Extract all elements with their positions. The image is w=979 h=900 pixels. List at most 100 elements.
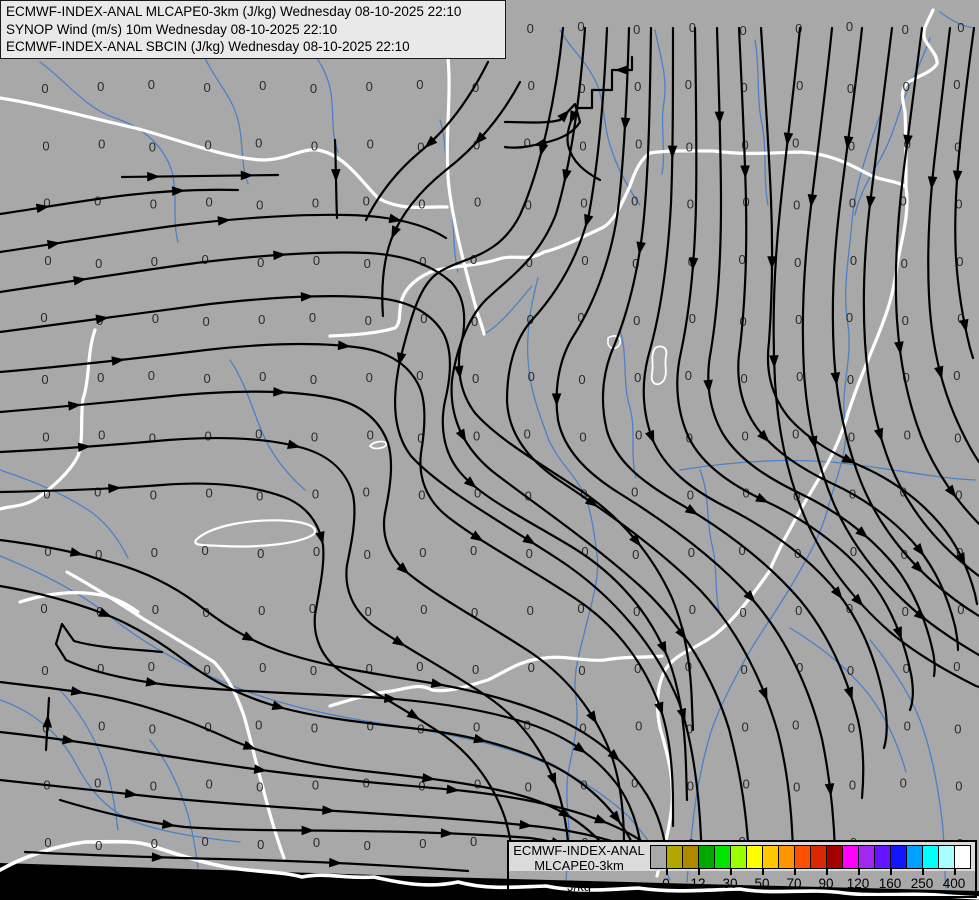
river-path bbox=[559, 29, 641, 206]
wind-streamline bbox=[23, 850, 470, 873]
wind-streamline bbox=[862, 26, 979, 578]
station-value-label: 0 bbox=[527, 603, 534, 618]
wind-arrowhead bbox=[656, 640, 667, 655]
station-value-label: 0 bbox=[957, 20, 964, 35]
wind-arrowhead bbox=[614, 65, 628, 75]
station-value-label: 0 bbox=[526, 546, 533, 561]
wind-arrowhead bbox=[684, 504, 699, 515]
wind-arrowhead bbox=[740, 165, 750, 179]
station-value-label: 0 bbox=[846, 310, 853, 325]
wind-arrowhead bbox=[111, 356, 125, 366]
wind-arrowhead bbox=[645, 429, 655, 444]
wind-arrowhead bbox=[384, 693, 398, 703]
country-border-path bbox=[650, 345, 668, 386]
wind-arrowhead bbox=[240, 170, 254, 181]
station-value-label: 0 bbox=[474, 486, 481, 501]
river-path bbox=[483, 285, 533, 335]
station-value-label: 0 bbox=[904, 427, 911, 442]
color-swatch bbox=[666, 845, 683, 869]
wind-arrowhead bbox=[824, 783, 835, 797]
station-value-label: 0 bbox=[848, 720, 855, 735]
station-value-label: 0 bbox=[741, 428, 748, 443]
station-value-label: 0 bbox=[202, 605, 209, 620]
scale-tick bbox=[954, 869, 956, 875]
station-value-label: 0 bbox=[40, 310, 47, 325]
station-value-label: 0 bbox=[954, 430, 961, 445]
station-value-label: 0 bbox=[741, 719, 748, 734]
station-value-label: 0 bbox=[634, 79, 641, 94]
station-value-label: 0 bbox=[257, 255, 264, 270]
color-swatch bbox=[922, 845, 939, 869]
wind-arrowhead bbox=[388, 213, 403, 224]
station-value-label: 0 bbox=[901, 547, 908, 562]
station-value-label: 0 bbox=[524, 426, 531, 441]
color-swatch bbox=[714, 845, 731, 869]
station-value-label: 0 bbox=[470, 543, 477, 558]
wind-arrowhead bbox=[911, 560, 924, 574]
wind-streamline bbox=[555, 26, 838, 868]
wind-arrowhead bbox=[446, 784, 460, 795]
station-value-label: 0 bbox=[151, 545, 158, 560]
river-path bbox=[0, 469, 129, 559]
wind-arrowhead bbox=[337, 340, 352, 351]
wind-arrowhead bbox=[912, 543, 925, 557]
station-value-label: 0 bbox=[740, 662, 747, 677]
wind-streamline bbox=[927, 26, 979, 464]
wind-arrowhead bbox=[855, 526, 869, 539]
station-value-label: 0 bbox=[847, 663, 854, 678]
wind-streamline bbox=[759, 26, 979, 606]
wind-arrowhead bbox=[755, 492, 769, 503]
station-value-label: 0 bbox=[954, 721, 961, 736]
station-value-label: 0 bbox=[363, 194, 370, 209]
station-value-label: 0 bbox=[94, 194, 101, 209]
wind-arrowhead bbox=[108, 483, 122, 494]
wind-arrowhead bbox=[573, 741, 587, 754]
color-scale bbox=[650, 845, 971, 869]
wind-arrowhead bbox=[866, 195, 876, 210]
wind-arrowhead bbox=[315, 530, 325, 545]
station-value-label: 0 bbox=[310, 81, 317, 96]
color-swatch bbox=[778, 845, 795, 869]
wind-arrowhead bbox=[271, 700, 286, 710]
station-value-label: 0 bbox=[900, 194, 907, 209]
station-value-label: 0 bbox=[689, 602, 696, 617]
wind-streamline bbox=[954, 26, 976, 360]
color-swatch bbox=[890, 845, 907, 869]
wind-streamline bbox=[0, 188, 240, 216]
station-value-label: 0 bbox=[44, 835, 51, 850]
wind-arrowhead bbox=[620, 117, 631, 131]
wind-arrowhead bbox=[629, 533, 642, 547]
color-swatch bbox=[762, 845, 779, 869]
wind-arrowhead bbox=[67, 401, 82, 411]
color-swatch bbox=[650, 845, 667, 869]
station-value-label: 0 bbox=[687, 779, 694, 794]
station-value-label: 0 bbox=[902, 313, 909, 328]
station-value-label: 0 bbox=[738, 543, 745, 558]
station-value-label: 0 bbox=[524, 135, 531, 150]
station-value-label: 0 bbox=[528, 660, 535, 675]
wind-arrowhead bbox=[830, 372, 841, 386]
station-value-label: 0 bbox=[255, 135, 262, 150]
wind-arrowhead bbox=[396, 352, 407, 366]
station-value-label: 0 bbox=[202, 314, 209, 329]
color-swatch bbox=[682, 845, 699, 869]
wind-arrowhead bbox=[636, 241, 646, 256]
wind-streamline bbox=[0, 680, 615, 860]
wind-arrowhead bbox=[391, 225, 401, 240]
station-value-label: 0 bbox=[41, 663, 48, 678]
station-value-label: 0 bbox=[364, 256, 371, 271]
station-value-label: 0 bbox=[849, 778, 856, 793]
wind-arrowhead bbox=[783, 132, 794, 146]
station-value-label: 0 bbox=[42, 720, 49, 735]
wind-arrowhead bbox=[46, 239, 61, 250]
station-value-label: 0 bbox=[418, 488, 425, 503]
station-value-label: 0 bbox=[635, 136, 642, 151]
country-border-path bbox=[445, 56, 486, 336]
scale-tick-label: 160 bbox=[878, 876, 902, 891]
scale-tick-label: 0 bbox=[662, 876, 670, 891]
station-value-label: 0 bbox=[363, 485, 370, 500]
station-value-label: 0 bbox=[205, 777, 212, 792]
wind-arrowhead bbox=[959, 318, 969, 333]
station-value-label: 0 bbox=[97, 370, 104, 385]
